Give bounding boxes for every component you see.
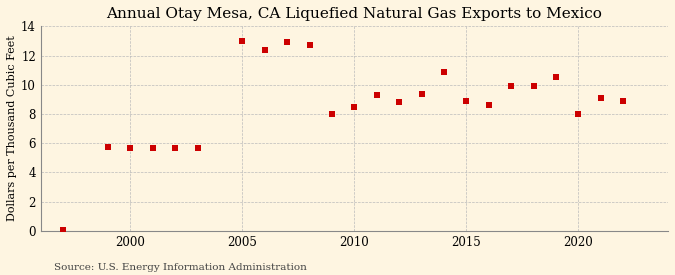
Point (304, 43, 315, 48)
Text: Source: U.S. Energy Information Administration: Source: U.S. Energy Information Administ… (54, 263, 307, 272)
Point (327, 112, 338, 116)
Point (506, 84, 516, 89)
Point (282, 40, 293, 45)
Point (439, 69, 450, 74)
Point (58, 228, 69, 232)
Point (147, 145, 158, 150)
Point (394, 100, 404, 104)
Point (371, 93, 382, 97)
Point (595, 96, 606, 100)
Point (416, 91, 427, 96)
Point (192, 146, 203, 150)
Point (103, 145, 113, 149)
Point (483, 103, 494, 108)
Point (461, 99, 472, 103)
Point (170, 146, 181, 150)
Point (618, 99, 628, 103)
Point (125, 145, 136, 150)
Y-axis label: Dollars per Thousand Cubic Feet: Dollars per Thousand Cubic Feet (7, 36, 17, 221)
Point (237, 39, 248, 43)
Point (259, 48, 270, 52)
Point (573, 112, 584, 116)
Point (529, 84, 539, 89)
Title: Annual Otay Mesa, CA Liquefied Natural Gas Exports to Mexico: Annual Otay Mesa, CA Liquefied Natural G… (107, 7, 602, 21)
Point (551, 75, 562, 80)
Point (349, 104, 360, 109)
